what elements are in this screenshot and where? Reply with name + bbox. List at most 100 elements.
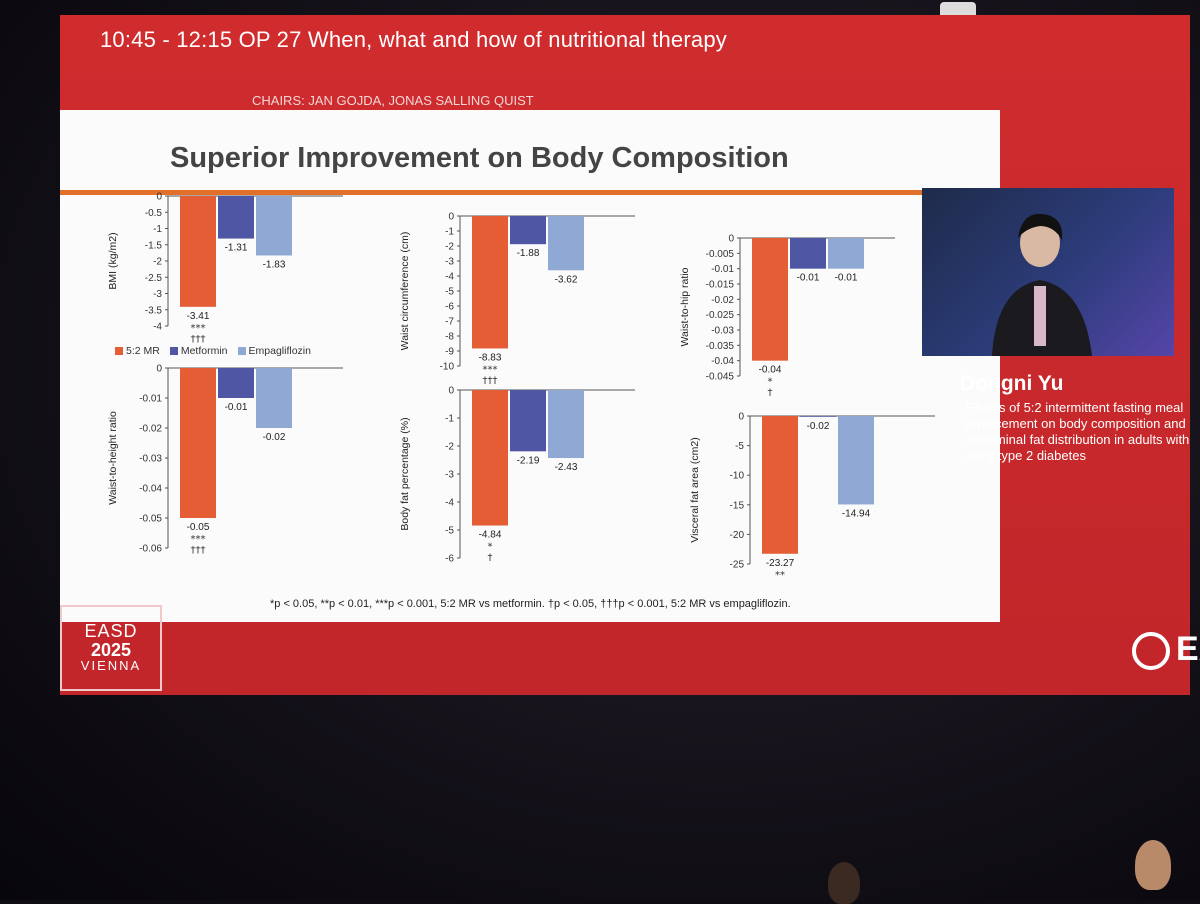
y-tick-label: 0 <box>448 212 454 223</box>
y-tick-label: -6 <box>445 554 454 565</box>
data-label: -1.31 <box>225 243 248 254</box>
y-tick-label: -0.015 <box>706 280 735 291</box>
y-tick-label: -5 <box>445 526 454 537</box>
data-label: -0.02 <box>263 432 286 443</box>
projection-screen: 10:45 - 12:15 OP 27 When, what and how o… <box>60 15 1200 695</box>
significance-mark: ††† <box>191 334 206 345</box>
significance-mark: *** <box>483 364 498 375</box>
legend-item-metformin: Metformin <box>169 345 228 357</box>
slide-footnote: *p < 0.05, **p < 0.01, ***p < 0.001, 5:2… <box>270 598 791 610</box>
y-tick-label: -2 <box>445 242 454 253</box>
y-tick-label: -3 <box>445 470 454 481</box>
legend-label: 5:2 MR <box>126 345 160 357</box>
bar-empagliflozin <box>828 238 864 269</box>
bar-empagliflozin <box>256 368 292 428</box>
chart-legend: 5:2 MR Metformin Empagliflozin <box>115 345 311 357</box>
y-tick-label: -0.01 <box>139 394 162 405</box>
speaker-silhouette <box>992 213 1092 356</box>
significance-mark: ** <box>775 570 785 581</box>
speaker-lanyard <box>1034 286 1046 346</box>
session-time-title: 10:45 - 12:15 OP 27 When, what and how o… <box>100 27 727 52</box>
legend-swatch <box>237 347 246 356</box>
y-tick-label: -0.5 <box>145 208 163 219</box>
y-tick-label: 0 <box>728 234 734 245</box>
data-label: -0.01 <box>797 273 820 284</box>
audience-head <box>828 862 860 904</box>
y-tick-label: -2.5 <box>145 273 163 284</box>
bar-empagliflozin <box>838 416 874 505</box>
y-tick-label: -7 <box>445 317 454 328</box>
data-label: -3.62 <box>555 274 578 285</box>
y-tick-label: -0.05 <box>139 514 162 525</box>
significance-mark: ††† <box>191 545 206 556</box>
y-tick-label: -0.01 <box>711 264 734 275</box>
y-tick-label: -6 <box>445 302 454 313</box>
legend-item-empagliflozin: Empagliflozin <box>237 345 311 357</box>
bar-5-2-mr <box>180 196 216 307</box>
data-label: -0.01 <box>225 402 248 413</box>
significance-mark: † <box>768 388 773 399</box>
data-label: -8.83 <box>479 352 502 363</box>
logo-line-2: 2025 <box>90 640 132 660</box>
significance-mark: ††† <box>483 375 498 386</box>
bar-5-2-mr <box>472 216 508 349</box>
bar-5-2-mr <box>762 416 798 554</box>
y-tick-label: -0.025 <box>706 310 735 321</box>
data-label: -14.94 <box>842 508 871 519</box>
slide-title: Superior Improvement on Body Composition <box>170 142 789 174</box>
y-axis-title: Waist-to-hip ratio <box>679 267 691 346</box>
y-tick-label: -20 <box>730 530 745 541</box>
brand-text: EA <box>1176 630 1200 668</box>
y-tick-label: -15 <box>730 500 745 511</box>
y-tick-label: -3 <box>153 289 162 300</box>
data-label: -0.01 <box>835 273 858 284</box>
bar-5-2-mr <box>472 390 508 526</box>
bar-metformin <box>790 238 826 269</box>
speaker-name: Dongni Yu <box>960 372 1064 395</box>
y-tick-label: -0.03 <box>711 326 734 337</box>
y-tick-label: -4 <box>445 498 454 509</box>
y-tick-label: -5 <box>735 441 744 452</box>
y-tick-label: -4 <box>153 322 162 333</box>
speaker-head <box>1020 219 1060 267</box>
talk-title: Effects of 5:2 intermittent fasting meal… <box>966 400 1190 463</box>
data-label: -1.88 <box>517 248 540 259</box>
y-tick-label: -4 <box>445 272 454 283</box>
legend-swatch <box>169 347 178 356</box>
y-tick-label: -0.045 <box>706 372 735 383</box>
data-label: -2.19 <box>517 455 540 466</box>
y-tick-label: -0.02 <box>139 424 162 435</box>
audience-head <box>1135 840 1171 890</box>
legend-swatch <box>115 347 123 356</box>
data-label: -4.84 <box>479 530 502 541</box>
bar-metformin <box>510 216 546 245</box>
y-axis-title: Body fat percentage (%) <box>399 417 411 530</box>
significance-mark: † <box>488 553 493 564</box>
session-chairs: CHAIRS: JAN GOJDA, JONAS SALLING QUIST <box>252 93 534 108</box>
y-tick-label: -10 <box>440 362 455 373</box>
data-label: -3.41 <box>187 311 210 322</box>
y-tick-label: -2 <box>445 442 454 453</box>
bar-metformin <box>218 368 254 398</box>
data-label: -0.04 <box>759 365 782 376</box>
y-tick-label: 0 <box>738 412 744 423</box>
slide: Superior Improvement on Body Composition… <box>60 110 1000 622</box>
bar-metformin <box>510 390 546 452</box>
y-tick-label: -3.5 <box>145 305 163 316</box>
bar-metformin <box>800 416 836 417</box>
brand-ring-icon <box>1132 632 1170 671</box>
bar-metformin <box>218 196 254 239</box>
y-axis-title: Waist-to-height ratio <box>107 411 119 505</box>
logo-line-3: VIENNA <box>80 658 142 673</box>
bar-empagliflozin <box>548 216 584 271</box>
y-tick-label: -0.04 <box>139 484 162 495</box>
y-tick-label: -2 <box>153 257 162 268</box>
speaker-video <box>922 188 1174 356</box>
data-label: -2.43 <box>555 462 578 473</box>
y-tick-label: -0.03 <box>139 454 162 465</box>
bar-5-2-mr <box>180 368 216 518</box>
bar-empagliflozin <box>256 196 292 256</box>
y-tick-label: -8 <box>445 332 454 343</box>
y-tick-label: -5 <box>445 287 454 298</box>
